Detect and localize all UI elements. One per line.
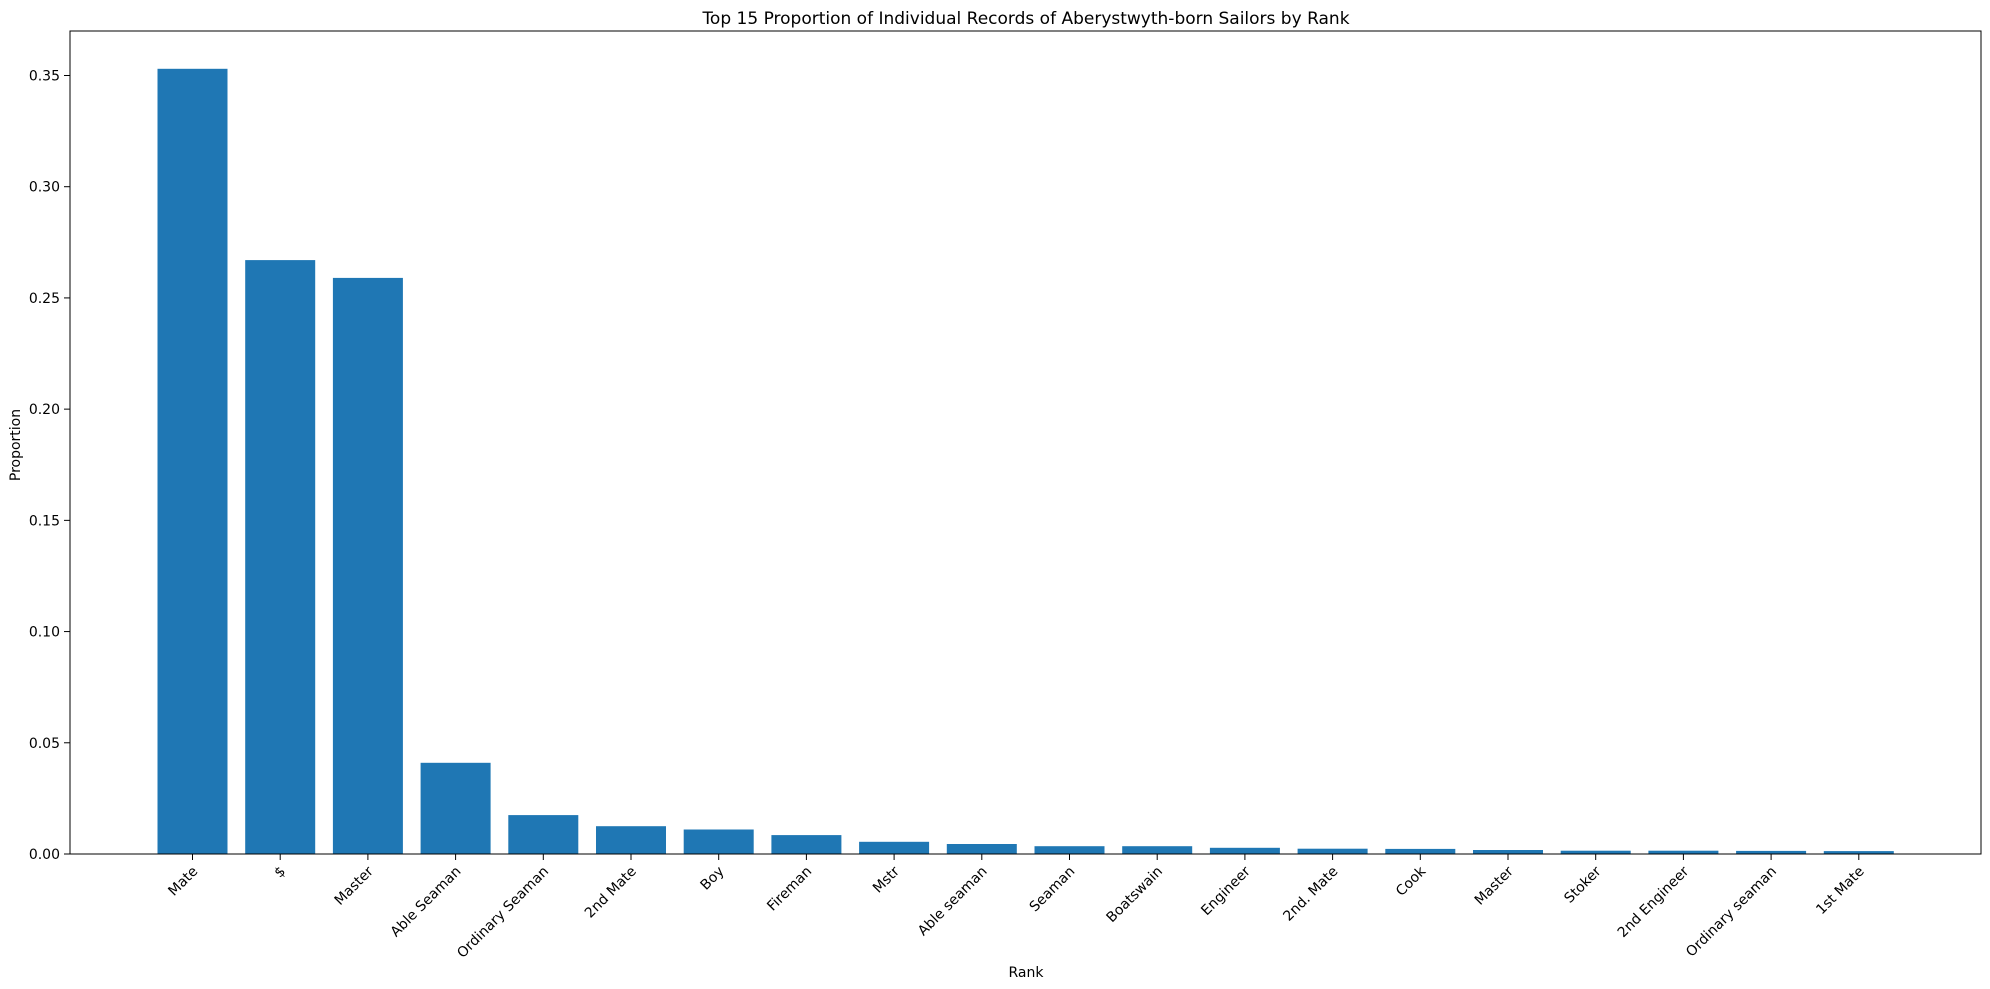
- bar: [1297, 848, 1368, 854]
- bar: [596, 826, 666, 854]
- x-tick-label: Ordinary seaman: [1683, 864, 1780, 961]
- y-tick-label: 0.20: [29, 402, 60, 418]
- bar: [859, 841, 930, 854]
- y-axis-label: Proportion: [8, 409, 24, 481]
- bar: [1823, 851, 1894, 854]
- x-tick-label: $: [271, 864, 289, 882]
- x-tick-label: Seaman: [1027, 864, 1079, 916]
- x-tick-label: Boatswain: [1104, 864, 1166, 926]
- bar: [245, 260, 316, 855]
- bar: [1209, 847, 1280, 854]
- x-tick-label: Mstr: [870, 863, 903, 896]
- x-tick-label: Master: [332, 863, 377, 908]
- x-tick-label: 2nd. Mate: [1280, 864, 1341, 925]
- y-tick-label: 0.15: [29, 513, 60, 529]
- x-tick-label: Mate: [165, 864, 201, 900]
- chart-title: Top 15 Proportion of Individual Records …: [701, 9, 1349, 29]
- bar: [1473, 850, 1543, 854]
- x-tick-label: Ordinary Seaman: [454, 864, 552, 962]
- y-axis-ticks: 0.00 0.05 0.10 0.15 0.20 0.25 0.30 0.35: [29, 68, 70, 863]
- bar: [946, 844, 1017, 854]
- y-tick-label: 0.35: [29, 68, 60, 84]
- x-tick-label: Stoker: [1561, 863, 1604, 906]
- bar: [157, 68, 228, 855]
- bar: [332, 277, 403, 854]
- x-tick-label: Boy: [697, 864, 727, 894]
- bar: [771, 835, 842, 854]
- bar: [683, 829, 754, 854]
- bar: [1736, 850, 1807, 854]
- y-tick-label: 0.05: [29, 736, 60, 752]
- bar: [420, 762, 491, 854]
- x-tick-label: 1st Mate: [1813, 864, 1867, 918]
- bar: [1385, 848, 1456, 854]
- plot-frame: [69, 30, 1982, 855]
- y-tick-label: 0.10: [29, 625, 60, 641]
- bar: [1122, 846, 1193, 854]
- bar: [508, 815, 579, 854]
- bar: [1648, 850, 1719, 854]
- y-tick-label: 0.00: [29, 847, 60, 863]
- x-tick-label: 2nd Mate: [582, 864, 640, 922]
- bars-group: [157, 68, 1894, 855]
- y-tick-label: 0.30: [29, 180, 60, 196]
- x-axis-label: Rank: [1009, 965, 1045, 981]
- x-tick-label: Cook: [1393, 863, 1430, 900]
- x-tick-label: 2nd Engineer: [1615, 863, 1693, 941]
- bar: [1560, 850, 1631, 854]
- bar: [1034, 846, 1105, 854]
- x-tick-label: Engineer: [1198, 863, 1254, 919]
- x-tick-label: Master: [1472, 863, 1517, 908]
- x-tick-label: Fireman: [764, 864, 815, 915]
- x-tick-label: Able Seaman: [388, 864, 465, 941]
- y-tick-label: 0.25: [29, 291, 60, 307]
- x-tick-label: Able seaman: [915, 864, 991, 940]
